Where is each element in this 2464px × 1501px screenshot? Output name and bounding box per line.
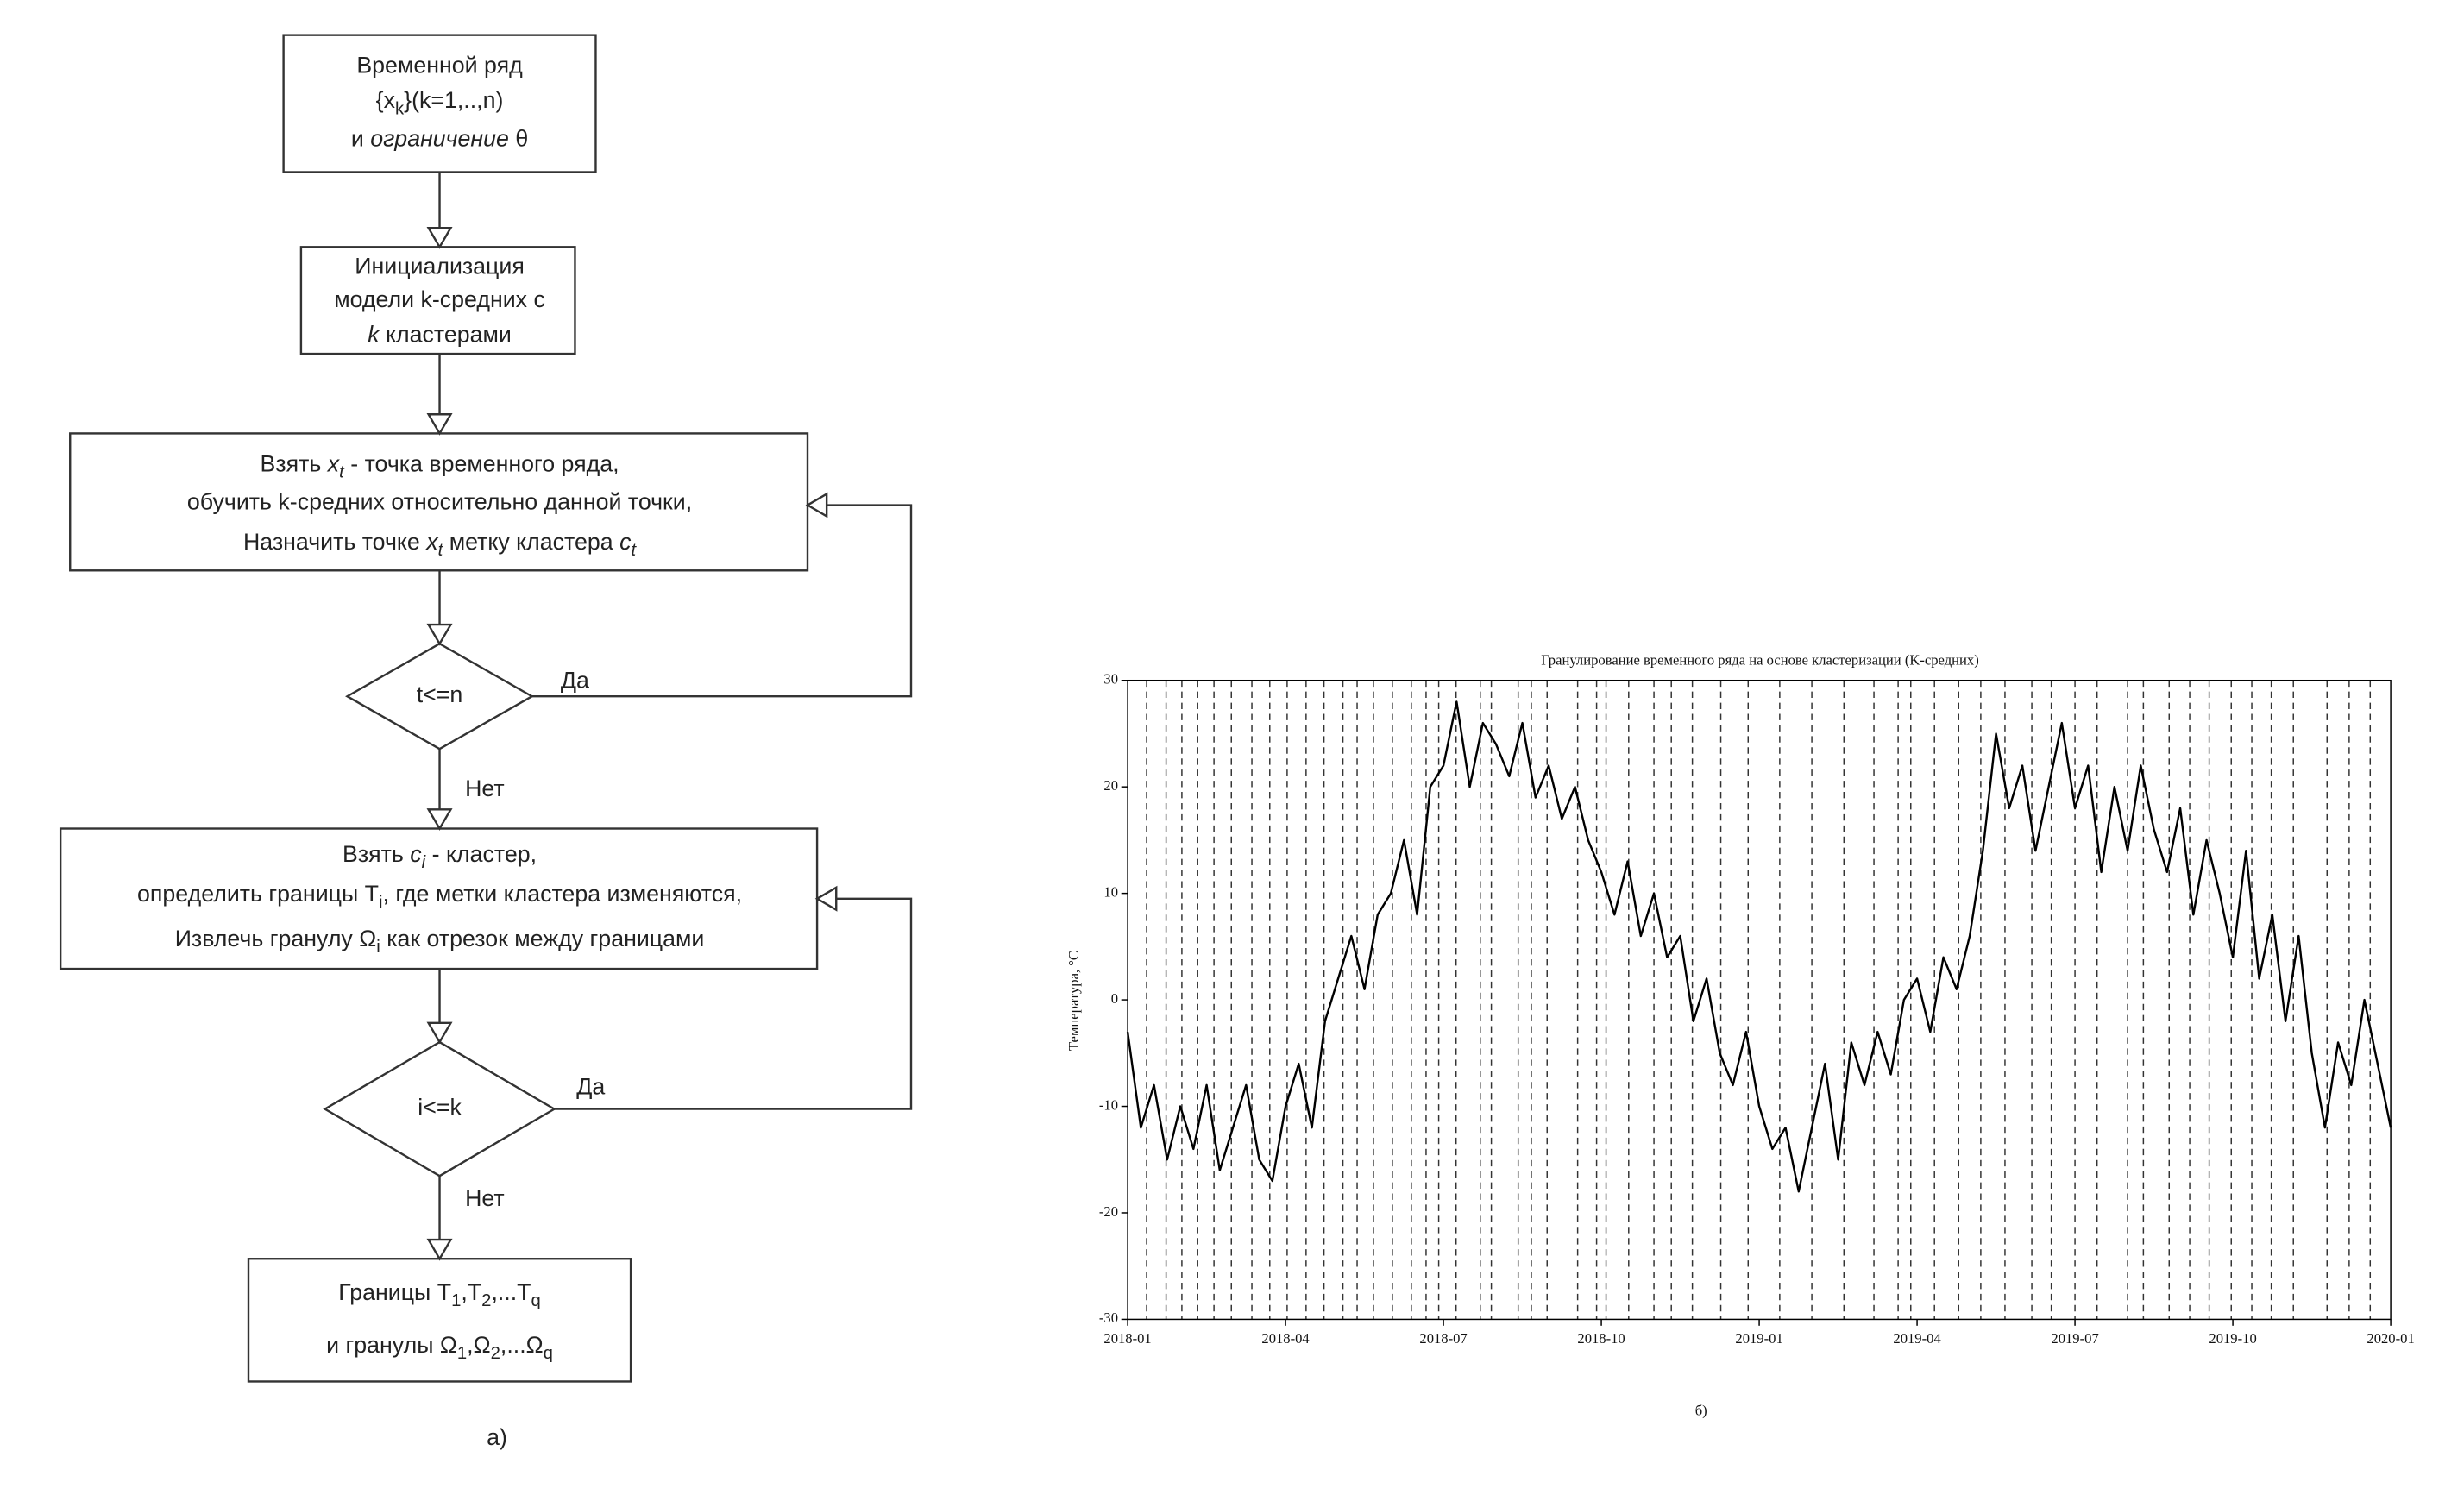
text-segment: - точка временного ряда, (344, 450, 619, 476)
text-segment: 2 (481, 1291, 491, 1310)
node-text: Назначить точке xt метку кластера ct (243, 529, 638, 561)
y-tick-label: 30 (1103, 671, 1118, 688)
chart: Гранулирование временного ряда на основе… (1065, 651, 2415, 1418)
node-box (299, 246, 576, 355)
text-segment: модели k-средних с (334, 286, 545, 312)
node-text: Извлечь гранулу Ωi как отрезок между гра… (175, 926, 705, 958)
text-segment: ,...T (491, 1279, 531, 1305)
text-segment: Извлечь гранулу Ω (175, 926, 377, 951)
edge-label: Нет (465, 1185, 505, 1211)
y-axis-label: Температура, °C (1065, 951, 1082, 1051)
text-segment: i (379, 894, 383, 913)
edge-label: Да (561, 668, 589, 694)
text-segment: c (410, 841, 422, 867)
text-segment: кластерами (380, 322, 512, 348)
text-segment: x (424, 529, 439, 555)
text-segment: и гранулы Ω (326, 1332, 457, 1358)
node-text: i<=k (418, 1095, 462, 1121)
x-tick-label: 2020-01 (2367, 1330, 2414, 1347)
text-segment: q (544, 1344, 553, 1363)
x-tick-label: 2018-01 (1103, 1330, 1151, 1347)
text-segment: , где метки кластера изменяются, (383, 881, 743, 907)
x-tick-label: 2019-07 (2051, 1330, 2098, 1347)
node-text: модели k-средних с (334, 286, 545, 312)
node-box (247, 1258, 632, 1383)
edge-label: Да (576, 1074, 605, 1100)
x-tick-label: 2019-01 (1735, 1330, 1782, 1347)
text-segment: q (531, 1291, 541, 1310)
text-segment: x (326, 450, 341, 476)
text-segment: t (438, 541, 444, 560)
text-segment: ограничение (370, 126, 509, 152)
text-segment: обучить k-средних относительно данной то… (187, 489, 692, 515)
text-segment: 1 (457, 1344, 467, 1363)
text-segment: i<=k (418, 1095, 462, 1121)
y-tick-label: 20 (1103, 777, 1118, 794)
x-tick-label: 2018-07 (1419, 1330, 1467, 1347)
text-segment: определить границы T (137, 881, 379, 907)
text-segment: i (376, 938, 380, 957)
text-segment: 1 (451, 1291, 461, 1310)
node-text: Границы T1,T2,...Tq (338, 1279, 541, 1311)
node-text: и ограничение θ (351, 126, 528, 152)
text-segment: ,Ω (467, 1332, 490, 1358)
y-tick-label: -20 (1099, 1203, 1118, 1220)
node-box (282, 34, 597, 173)
y-tick-label: -10 (1099, 1096, 1118, 1113)
text-segment: t (631, 541, 637, 560)
text-segment: Взять (261, 450, 328, 476)
text-segment: 2 (491, 1344, 500, 1363)
node-text: определить границы Ti, где метки кластер… (137, 881, 742, 913)
y-tick-label: 0 (1111, 990, 1118, 1007)
caption: б) (1695, 1402, 1707, 1418)
text-segment: ,...Ω (500, 1332, 544, 1358)
node-box (59, 827, 819, 970)
text-segment: Инициализация (355, 253, 525, 279)
text-segment: k (368, 322, 380, 348)
x-tick-label: 2018-10 (1577, 1330, 1625, 1347)
text-segment: {x (376, 87, 396, 113)
text-segment: метку кластера (443, 529, 619, 555)
caption: а) (487, 1424, 507, 1450)
y-tick-label: 10 (1103, 883, 1118, 900)
text-segment: ,T (461, 1279, 481, 1305)
text-segment: как отрезок между границами (380, 926, 705, 951)
x-tick-label: 2018-04 (1261, 1330, 1310, 1347)
text-segment: }(k=1,..,n) (404, 87, 503, 113)
node-text: обучить k-средних относительно данной то… (187, 489, 692, 515)
node-text: k кластерами (368, 322, 512, 348)
text-segment: k (395, 100, 405, 119)
x-tick-label: 2019-04 (1893, 1330, 1941, 1347)
flowchart: Да Нет Да Нет а) Временной ряд{xk}(k=1,.… (59, 34, 913, 1450)
text-segment: Границы T (338, 1279, 451, 1305)
y-tick-label: -30 (1099, 1309, 1118, 1326)
text-segment: Назначить точке (243, 529, 426, 555)
text-segment: t<=n (417, 681, 463, 707)
text-segment: θ (509, 126, 528, 152)
chart-title: Гранулирование временного ряда на основе… (1541, 651, 1979, 668)
text-segment: c (619, 529, 632, 555)
node-text: и гранулы Ω1,Ω2,...Ωq (326, 1332, 553, 1364)
text-segment: t (339, 463, 345, 482)
arrowheads (426, 226, 838, 1261)
text-segment: - кластер, (425, 841, 537, 867)
node-text: Временной ряд (356, 53, 523, 79)
text-segment: и (351, 126, 370, 152)
node-text: t<=n (417, 681, 463, 707)
node-text: Взять xt - точка временного ряда, (261, 450, 619, 482)
node-text: Инициализация (355, 253, 525, 279)
text-segment: i (422, 854, 426, 873)
series-line (1126, 700, 2392, 1193)
x-tick-label: 2019-10 (2209, 1330, 2256, 1347)
plot-frame (1127, 679, 2392, 1321)
text-segment: Временной ряд (356, 53, 523, 79)
node-text: Взять ci - кластер, (343, 841, 537, 873)
node-text: {xk}(k=1,..,n) (376, 87, 504, 119)
text-segment: Взять (343, 841, 410, 867)
loop-connector (531, 504, 913, 1110)
edge-label: Нет (465, 776, 505, 801)
